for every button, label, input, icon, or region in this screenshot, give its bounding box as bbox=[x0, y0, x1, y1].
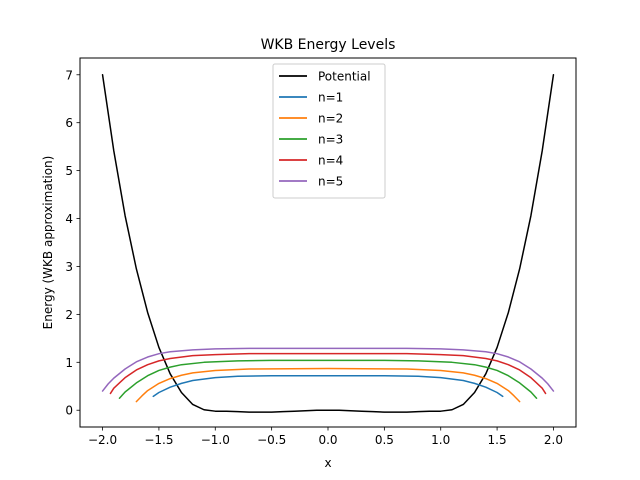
y-tick-label: 2 bbox=[65, 308, 73, 322]
x-tick-label: −1.0 bbox=[201, 433, 230, 447]
x-tick-label: −1.5 bbox=[144, 433, 173, 447]
x-tick-label: 0.0 bbox=[318, 433, 337, 447]
series-line-n2 bbox=[135, 367, 521, 403]
x-tick-label: −0.5 bbox=[257, 433, 286, 447]
y-tick-label: 1 bbox=[65, 356, 73, 370]
legend-item: n=1 bbox=[279, 91, 343, 105]
legend-label: n=5 bbox=[318, 175, 343, 189]
x-tick-label: 1.0 bbox=[431, 433, 450, 447]
series-line-n3 bbox=[118, 359, 538, 399]
x-tick-label: −2.0 bbox=[88, 433, 117, 447]
legend-label: Potential bbox=[318, 70, 371, 84]
legend: Potential n=1 n=2 n=3 n=4 n=5 bbox=[272, 63, 386, 199]
plot-area bbox=[101, 74, 555, 413]
series-line-n5 bbox=[101, 347, 555, 392]
y-tick-label: 6 bbox=[65, 116, 73, 130]
series-line-n4 bbox=[109, 352, 547, 395]
legend-item: n=5 bbox=[279, 175, 343, 189]
series-line-potential bbox=[101, 74, 555, 413]
y-axis-label: Energy (WKB approximation) bbox=[41, 156, 55, 330]
legend-label: n=4 bbox=[318, 154, 343, 168]
y-tick-label: 0 bbox=[65, 404, 73, 418]
y-tick-label: 4 bbox=[65, 212, 73, 226]
legend-item: n=3 bbox=[279, 133, 343, 147]
x-tick-label: 1.5 bbox=[488, 433, 507, 447]
x-tick-label: 0.5 bbox=[375, 433, 394, 447]
legend-item: n=2 bbox=[279, 112, 343, 126]
x-axis-label: x bbox=[324, 456, 331, 470]
y-tick-label: 3 bbox=[65, 260, 73, 274]
legend-label: n=2 bbox=[318, 112, 343, 126]
series-line-n1 bbox=[152, 374, 504, 398]
y-axis: 0 1 2 3 4 5 6 7 bbox=[65, 68, 80, 418]
legend-item: Potential bbox=[279, 70, 371, 84]
legend-item: n=4 bbox=[279, 154, 343, 168]
y-tick-label: 5 bbox=[65, 164, 73, 178]
chart-title: WKB Energy Levels bbox=[261, 37, 396, 53]
legend-label: n=3 bbox=[318, 133, 343, 147]
y-tick-label: 7 bbox=[65, 68, 73, 82]
x-tick-label: 2.0 bbox=[544, 433, 563, 447]
legend-label: n=1 bbox=[318, 91, 343, 105]
x-axis: −2.0 −1.5 −1.0 −0.5 0.0 0.5 1.0 1.5 2.0 bbox=[88, 427, 563, 447]
